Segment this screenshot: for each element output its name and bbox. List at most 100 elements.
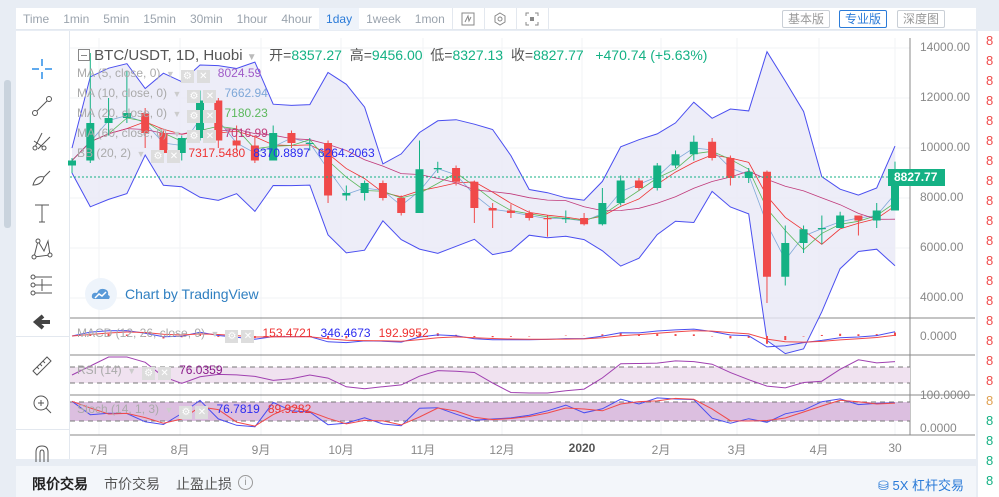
- dropdown-icon[interactable]: ▼: [134, 149, 146, 159]
- dropdown-icon[interactable]: ▼: [124, 366, 137, 376]
- macd-value: 192.9952: [378, 326, 429, 340]
- close-icon[interactable]: ✕: [203, 130, 217, 143]
- crosshair-icon[interactable]: [28, 55, 56, 83]
- settings-icon[interactable]: ⚙: [187, 90, 201, 103]
- zoom-in-icon[interactable]: [28, 390, 56, 418]
- close-icon[interactable]: ✕: [203, 90, 217, 103]
- settings-icon[interactable]: ⚙: [180, 70, 194, 83]
- tradingview-watermark[interactable]: Chart by TradingView: [85, 278, 259, 310]
- text-icon[interactable]: [28, 199, 56, 227]
- order-book-row[interactable]: 8: [986, 113, 994, 128]
- tab-stop-order[interactable]: 止盈止损: [176, 476, 232, 492]
- order-book-row[interactable]: 8: [986, 393, 994, 408]
- trendline-icon[interactable]: [28, 92, 56, 120]
- dropdown-icon[interactable]: ▼: [163, 69, 175, 79]
- interval-30min[interactable]: 30min: [189, 11, 223, 26]
- interval-15min[interactable]: 15min: [143, 11, 176, 26]
- dropdown-icon[interactable]: ▼: [170, 109, 182, 119]
- order-book-row[interactable]: 8: [986, 453, 994, 468]
- collapse-icon[interactable]: [78, 49, 90, 61]
- order-book-row[interactable]: 8: [986, 313, 994, 328]
- magnet-icon[interactable]: [28, 440, 56, 468]
- settings-icon[interactable]: ⚙: [151, 150, 165, 163]
- order-book-row[interactable]: 8: [986, 53, 994, 68]
- ruler-icon[interactable]: [28, 352, 56, 380]
- settings-icon[interactable]: [483, 7, 516, 30]
- interval-time[interactable]: Time: [23, 11, 50, 26]
- version-button-0[interactable]: 基本版: [782, 10, 831, 28]
- interval-1mon[interactable]: 1mon: [414, 11, 445, 26]
- back-arrow-icon[interactable]: [28, 308, 56, 336]
- left-scrollbar[interactable]: [4, 80, 11, 228]
- interval-1day[interactable]: 1day: [319, 7, 360, 30]
- dropdown-icon[interactable]: ▼: [208, 329, 220, 339]
- pitchfork-icon[interactable]: [28, 127, 56, 155]
- close-icon[interactable]: ✕: [195, 406, 209, 419]
- order-book-row[interactable]: 8: [986, 293, 994, 308]
- order-book-row[interactable]: 8: [986, 433, 994, 448]
- symbol-title[interactable]: BTC/USDT, 1D, Huobi: [94, 47, 243, 64]
- order-book-row[interactable]: 8: [986, 273, 994, 288]
- settings-icon[interactable]: ⚙: [225, 330, 239, 343]
- close-icon[interactable]: ✕: [196, 70, 210, 83]
- order-book-row[interactable]: 8: [986, 473, 994, 488]
- rsi-label[interactable]: RSI (14): [77, 363, 122, 377]
- order-book-row[interactable]: 8: [986, 373, 994, 388]
- indicator-icon[interactable]: [451, 7, 484, 30]
- version-button-1[interactable]: 专业版: [839, 10, 888, 28]
- tab-limit-order[interactable]: 限价交易: [32, 476, 88, 492]
- ma60-legend: MA (60, close, 0) ▼ ⚙ ✕ 7016.99: [77, 126, 268, 143]
- settings-icon[interactable]: ⚙: [187, 130, 201, 143]
- close-icon[interactable]: ✕: [158, 367, 172, 380]
- interval-5min[interactable]: 5min: [103, 11, 130, 26]
- interval-4hour[interactable]: 4hour: [281, 11, 313, 26]
- pattern-icon[interactable]: [28, 235, 56, 263]
- order-book-row[interactable]: 8: [986, 33, 994, 48]
- bb-label[interactable]: BB (20, 2): [77, 146, 132, 160]
- ma10-label[interactable]: MA (10, close, 0): [77, 86, 168, 100]
- order-book-row[interactable]: 8: [986, 193, 994, 208]
- order-book-row[interactable]: 8: [986, 333, 994, 348]
- tab-market-order[interactable]: 市价交易: [104, 476, 160, 492]
- order-book-row[interactable]: 8: [986, 153, 994, 168]
- settings-icon[interactable]: ⚙: [142, 367, 156, 380]
- dropdown-icon[interactable]: ▼: [170, 129, 182, 139]
- order-book-row[interactable]: 8: [986, 353, 994, 368]
- close-icon[interactable]: ✕: [167, 150, 181, 163]
- order-book-row[interactable]: 8: [986, 133, 994, 148]
- ma60-label[interactable]: MA (60, close, 0): [77, 126, 168, 140]
- fullscreen-icon[interactable]: [515, 7, 548, 30]
- candle-body: [616, 180, 625, 203]
- dropdown-icon[interactable]: ▼: [162, 405, 174, 415]
- interval-1hour[interactable]: 1hour: [236, 11, 268, 26]
- order-book-row[interactable]: 8: [986, 233, 994, 248]
- settings-icon[interactable]: ⚙: [187, 110, 201, 123]
- price-tick: 4000.00: [920, 290, 964, 304]
- interval-1min[interactable]: 1min: [63, 11, 90, 26]
- leverage-trade-link[interactable]: ⛁ 5X 杠杆交易: [878, 478, 965, 493]
- close-icon[interactable]: ✕: [241, 330, 255, 343]
- order-book-row[interactable]: 8: [986, 413, 994, 428]
- macd-label[interactable]: MACD (12, 26, close, 9): [77, 326, 206, 340]
- info-icon[interactable]: i: [238, 475, 253, 490]
- stoch-label[interactable]: Stoch (14, 1, 3): [77, 402, 160, 416]
- high-value: 9456.00: [371, 47, 423, 63]
- bb-value: 6264.2063: [317, 146, 375, 160]
- ma20-label[interactable]: MA (20, close, 0): [77, 106, 168, 120]
- brush-icon[interactable]: [28, 163, 56, 191]
- order-book-row[interactable]: 8: [986, 253, 994, 268]
- order-book-row[interactable]: 8: [986, 173, 994, 188]
- close-icon[interactable]: ✕: [203, 110, 217, 123]
- order-book-row[interactable]: 8: [986, 213, 994, 228]
- stoch-band: [70, 402, 910, 421]
- order-book-row[interactable]: 8: [986, 73, 994, 88]
- interval-1week[interactable]: 1week: [366, 11, 401, 26]
- trade-tabs-bar: 限价交易 市价交易 止盈止损 i ⛁ 5X 杠杆交易: [16, 466, 976, 497]
- order-book-row[interactable]: 8: [986, 93, 994, 108]
- ma5-label[interactable]: MA (5, close, 0): [77, 66, 161, 80]
- settings-icon[interactable]: ⚙: [179, 406, 193, 419]
- dropdown-icon[interactable]: ▼: [170, 89, 182, 99]
- tradingview-logo-icon: [85, 278, 117, 310]
- version-button-2[interactable]: 深度图: [897, 10, 946, 28]
- measure-lines-icon[interactable]: [28, 271, 56, 299]
